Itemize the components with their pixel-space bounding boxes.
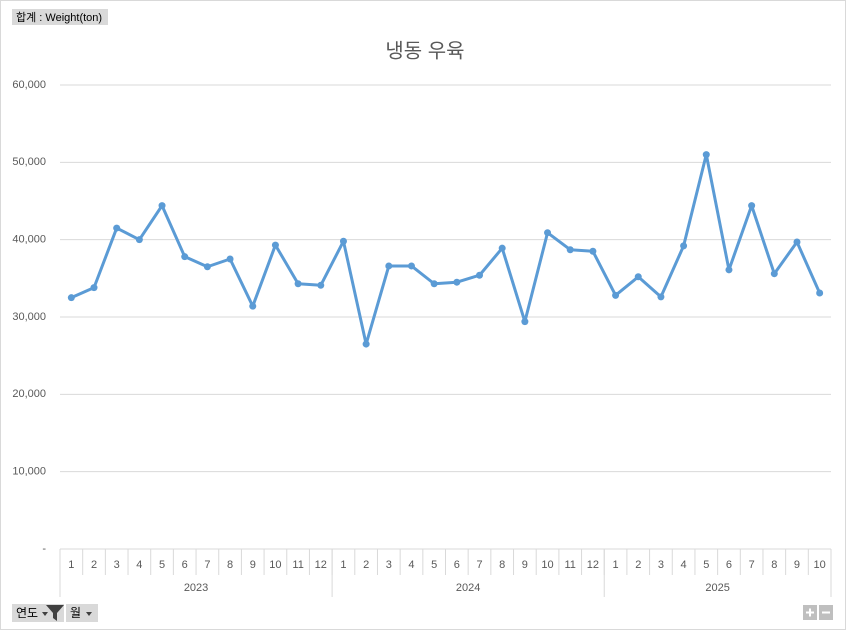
x-tick-label: 3 [114, 559, 120, 571]
y-tick-label: 10,000 [12, 466, 46, 478]
y-tick-label: 20,000 [12, 388, 46, 400]
data-point [816, 289, 824, 297]
value-field-label: 합계 : Weight(ton) [16, 11, 102, 24]
data-point [521, 318, 529, 326]
data-point [748, 202, 756, 210]
data-point [453, 278, 461, 286]
data-point [362, 340, 370, 348]
x-tick-label: 10 [541, 559, 553, 571]
field-button[interactable] [66, 604, 98, 622]
data-point [181, 253, 189, 261]
data-point [407, 262, 415, 270]
x-tick-label: 4 [681, 559, 687, 571]
data-point [793, 238, 801, 246]
chart-title: 냉동 우육 [385, 39, 464, 62]
x-tick-label: 1 [68, 559, 74, 571]
x-tick-label: 4 [136, 559, 142, 571]
x-group-label: 2023 [184, 582, 208, 594]
field-button-label: 연도 [16, 606, 38, 620]
data-point [113, 224, 121, 232]
data-point [317, 281, 325, 289]
y-tick-label: - [42, 543, 46, 555]
y-tick-label: 30,000 [12, 311, 46, 323]
data-point [203, 263, 211, 271]
series-line [70, 153, 822, 346]
x-tick-label: 1 [613, 559, 619, 571]
data-point [430, 280, 438, 288]
x-tick-label: 3 [658, 559, 664, 571]
x-tick-label: 12 [587, 559, 599, 571]
filter-icon [46, 605, 64, 621]
x-tick-label: 9 [794, 559, 800, 571]
x-tick-label: 7 [476, 559, 482, 571]
x-tick-label: 3 [386, 559, 392, 571]
x-tick-label: 11 [565, 559, 576, 571]
data-point [385, 262, 393, 270]
plus-icon [806, 608, 814, 617]
data-point [702, 151, 710, 159]
x-group-label: 2025 [705, 582, 729, 594]
x-tick-label: 7 [204, 559, 210, 571]
x-tick-label: 6 [182, 559, 188, 571]
data-point [657, 293, 665, 301]
x-tick-label: 12 [315, 559, 327, 571]
x-tick-label: 9 [250, 559, 256, 571]
data-point [158, 202, 166, 210]
x-tick-label: 2 [635, 559, 641, 571]
x-tick-label: 8 [499, 559, 505, 571]
x-tick-label: 6 [454, 559, 460, 571]
field-button-label: 월 [70, 606, 81, 620]
data-point [339, 237, 347, 245]
x-tick-label: 10 [269, 559, 281, 571]
data-point [271, 241, 279, 249]
data-point [249, 302, 257, 310]
dropdown-arrow [42, 612, 48, 616]
data-point [90, 284, 98, 292]
x-tick-label: 4 [408, 559, 414, 571]
x-tick-label: 5 [159, 559, 165, 571]
data-point [680, 242, 688, 250]
x-tick-label: 6 [726, 559, 732, 571]
y-tick-label: 60,000 [12, 79, 46, 91]
data-point [589, 247, 597, 255]
x-tick-label: 9 [522, 559, 528, 571]
x-tick-label: 2 [91, 559, 97, 571]
data-point [67, 294, 75, 302]
x-tick-label: 2 [363, 559, 369, 571]
x-tick-label: 7 [749, 559, 755, 571]
data-point [294, 280, 302, 288]
data-point [544, 229, 552, 237]
value-field-button[interactable] [12, 9, 108, 25]
y-tick-label: 50,000 [12, 156, 46, 168]
data-point [476, 271, 484, 279]
data-point [498, 244, 506, 252]
y-tick-label: 40,000 [12, 234, 46, 246]
x-tick-label: 5 [431, 559, 437, 571]
data-point [770, 270, 778, 278]
dropdown-arrow [86, 612, 92, 616]
x-tick-label: 8 [227, 559, 233, 571]
x-tick-label: 8 [771, 559, 777, 571]
data-point [566, 246, 574, 254]
x-tick-label: 10 [814, 559, 826, 571]
data-point [634, 273, 642, 281]
data-point [612, 291, 620, 299]
x-tick-label: 11 [292, 559, 303, 571]
data-point [135, 236, 143, 244]
x-tick-label: 5 [703, 559, 709, 571]
x-group-label: 2024 [456, 582, 480, 594]
x-tick-label: 1 [340, 559, 346, 571]
data-point [226, 255, 234, 263]
data-point [725, 266, 733, 274]
